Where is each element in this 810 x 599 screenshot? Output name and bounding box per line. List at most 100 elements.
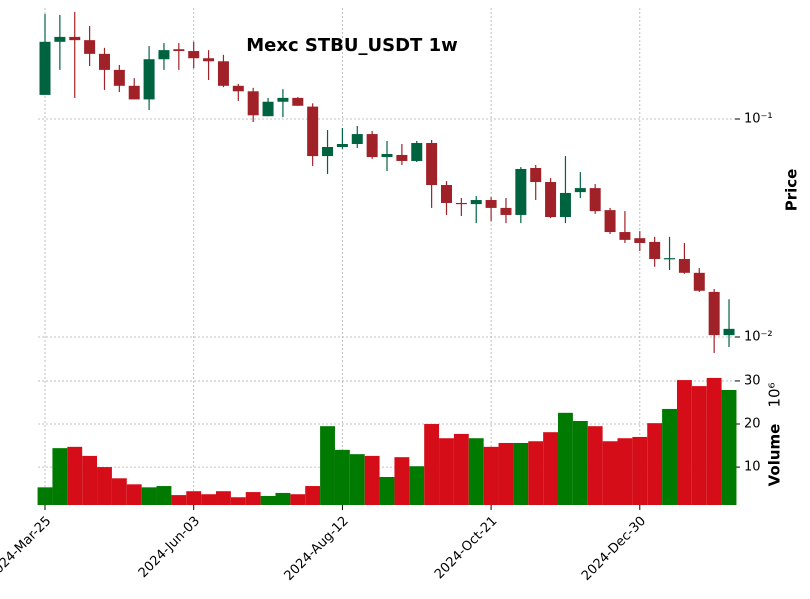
candle-body (574, 188, 586, 193)
candle-body (336, 143, 348, 148)
volume-bar (632, 436, 648, 505)
y-tick-label: 30 (744, 373, 761, 388)
volume-bar (171, 495, 187, 505)
candle-body (128, 85, 140, 100)
candle-body (54, 36, 66, 42)
candle-body (530, 168, 542, 183)
candle-body (708, 291, 720, 336)
volume-offset-label: 10⁶ (766, 382, 784, 407)
candle-body (604, 210, 616, 233)
y-tick-label: 10⁻² (744, 330, 773, 345)
volume-bar (111, 478, 127, 505)
candle-body (292, 97, 304, 106)
candle-body (69, 36, 81, 41)
candle-body (158, 50, 170, 60)
volume-bar (647, 423, 663, 505)
volume-bar (37, 487, 53, 505)
volume-bar (290, 494, 306, 505)
volume-bar (230, 497, 246, 505)
volume-bar (201, 494, 217, 505)
candle-body (143, 59, 155, 100)
volume-bar (245, 492, 261, 505)
candle-body (203, 58, 215, 62)
candle-body (351, 134, 363, 144)
candle-body (173, 49, 185, 52)
volume-bar (513, 442, 529, 505)
candle-body (188, 51, 200, 59)
volume-bar (82, 455, 98, 505)
volume-bar (721, 389, 737, 505)
volume-bar (364, 455, 380, 505)
x-tick-label: 2024-Dec-30 (579, 514, 649, 584)
candle-body (232, 85, 244, 92)
candle-body (545, 182, 557, 218)
volume-bar (587, 426, 603, 505)
volume-bar (305, 486, 321, 505)
candle-body (559, 192, 571, 218)
candle-body (589, 188, 601, 212)
candle-body (84, 40, 96, 54)
candle-body (39, 41, 51, 95)
candle-body (366, 134, 378, 158)
candle-body (426, 143, 438, 186)
candle-body (500, 207, 512, 215)
candle-body (396, 154, 408, 161)
volume-bar (439, 438, 454, 505)
volume-bar (617, 438, 633, 505)
volume-bar (453, 433, 469, 505)
x-tick-label: 2024-Mar-25 (0, 514, 54, 583)
candle-body (98, 53, 110, 70)
candle-body (440, 185, 452, 203)
volume-bar (602, 441, 618, 505)
volume-bar (67, 446, 83, 505)
candle-body (678, 258, 690, 273)
y-tick-label: 10 (744, 460, 761, 475)
candle-body (634, 238, 646, 243)
volume-bar (691, 386, 707, 505)
candle-body (455, 202, 467, 205)
volume-bar (379, 477, 395, 505)
volume-bar (424, 424, 440, 505)
volume-bar (409, 466, 425, 505)
volume-bar (483, 446, 499, 505)
volume-bar (260, 495, 276, 505)
candle-body (247, 91, 259, 116)
candle-body (322, 147, 334, 157)
volume-bar (662, 408, 677, 505)
candle-body (693, 272, 705, 291)
candle-body (277, 97, 289, 102)
volume-bar (676, 380, 692, 505)
candle-body (217, 61, 229, 86)
volume-bar (528, 441, 544, 505)
candle-body (470, 200, 482, 205)
volume-bar (141, 487, 157, 505)
x-tick-label: 2024-Aug-12 (282, 514, 352, 584)
volume-bar (320, 426, 335, 505)
volume-axis-label: Volume (766, 424, 784, 487)
volume-bar (558, 412, 573, 505)
candle-body (649, 241, 661, 259)
volume-bar (186, 491, 202, 505)
chart-title: Mexc STBU_USDT 1w (246, 35, 457, 56)
candle-body (411, 143, 423, 161)
x-tick-label: 2024-Jun-03 (136, 514, 203, 581)
volume-bar (126, 484, 142, 505)
x-tick-label: 2024-Oct-21 (432, 514, 500, 582)
candle-body (381, 154, 393, 158)
volume-bar (334, 449, 350, 505)
candle-body (262, 101, 274, 117)
volume-bar (468, 438, 484, 505)
candle-body (515, 168, 527, 215)
volume-bar (275, 492, 291, 505)
volume-bar (97, 467, 112, 505)
volume-bar (543, 432, 559, 505)
volume-bar (394, 457, 410, 505)
y-tick-label: 10⁻¹ (744, 112, 773, 127)
candle-body (485, 200, 497, 208)
y-tick-label: 20 (744, 417, 761, 432)
candle-body (723, 328, 735, 336)
price-axis-label: Price (783, 169, 801, 212)
candle-body (619, 232, 631, 240)
candle-body (664, 258, 676, 260)
